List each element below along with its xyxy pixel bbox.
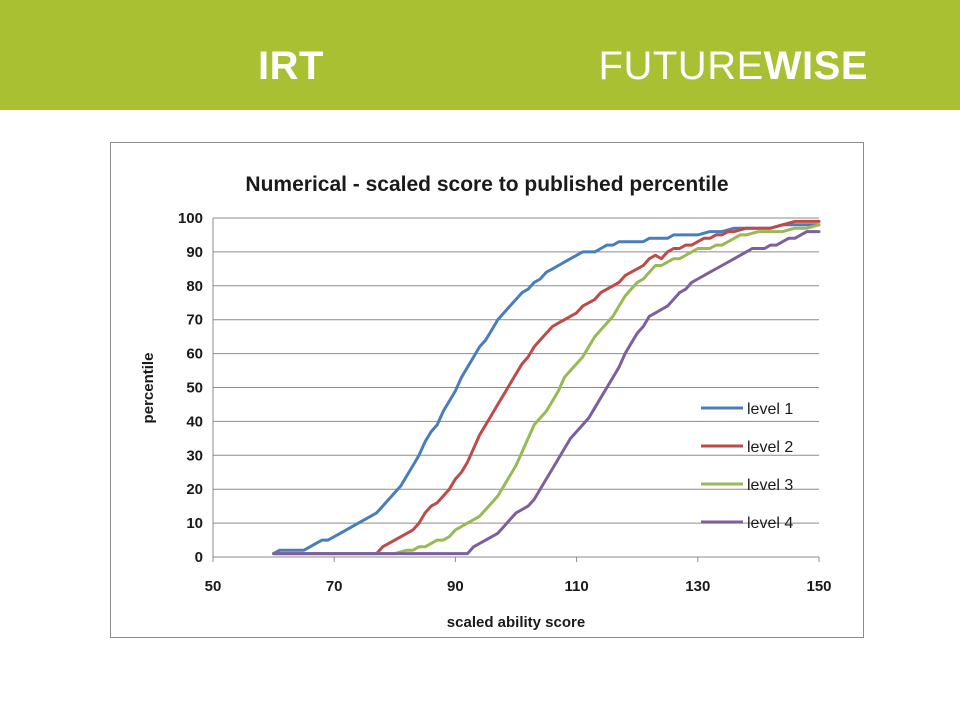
series-line-level-2 — [272, 219, 821, 556]
chart-title: Numerical - scaled score to published pe… — [245, 173, 728, 196]
series-line-level-4 — [272, 230, 821, 556]
header-banner: IRT FUTUREWISE — [0, 0, 960, 110]
y-tick-labels: 0 10 20 30 40 50 60 70 80 90 100 — [178, 210, 203, 566]
x-tick-70: 70 — [326, 578, 343, 595]
brand-bold: WISE — [763, 44, 868, 88]
y-tick-50: 50 — [186, 380, 203, 397]
chart: Numerical - scaled score to published pe… — [140, 173, 832, 631]
brand-logo: FUTUREWISE — [599, 42, 868, 90]
y-tick-90: 90 — [186, 244, 203, 261]
y-tick-70: 70 — [186, 312, 203, 329]
y-tick-0: 0 — [195, 549, 203, 566]
chart-frame: Numerical - scaled score to published pe… — [110, 142, 864, 638]
x-tick-50: 50 — [205, 578, 222, 595]
y-tick-20: 20 — [186, 481, 203, 498]
x-tick-110: 110 — [564, 578, 588, 595]
y-axis-label: percentile — [140, 353, 157, 424]
brand-regular: FUTURE — [598, 44, 764, 88]
x-tick-150: 150 — [806, 578, 831, 595]
legend-label-level-4: level 4 — [747, 515, 793, 532]
x-tick-90: 90 — [447, 578, 464, 595]
grid-lines — [212, 217, 820, 562]
series-line-level-1 — [272, 223, 821, 556]
legend: level 1 level 2 level 3 level 4 — [701, 401, 793, 532]
y-tick-40: 40 — [186, 413, 203, 430]
x-axis-label: scaled ability score — [447, 614, 585, 631]
legend-label-level-3: level 3 — [747, 477, 793, 494]
legend-label-level-2: level 2 — [747, 439, 793, 456]
y-tick-60: 60 — [186, 346, 203, 363]
x-tick-labels: 50 70 90 110 130 150 — [205, 578, 832, 595]
y-tick-80: 80 — [186, 278, 203, 295]
x-tick-130: 130 — [685, 578, 710, 595]
y-tick-100: 100 — [178, 210, 203, 227]
legend-label-level-1: level 1 — [747, 401, 793, 418]
y-tick-30: 30 — [186, 447, 203, 464]
series-lines — [272, 219, 821, 556]
series-line-level-3 — [272, 223, 821, 556]
y-tick-10: 10 — [186, 515, 203, 532]
slide-title: IRT — [258, 44, 324, 88]
